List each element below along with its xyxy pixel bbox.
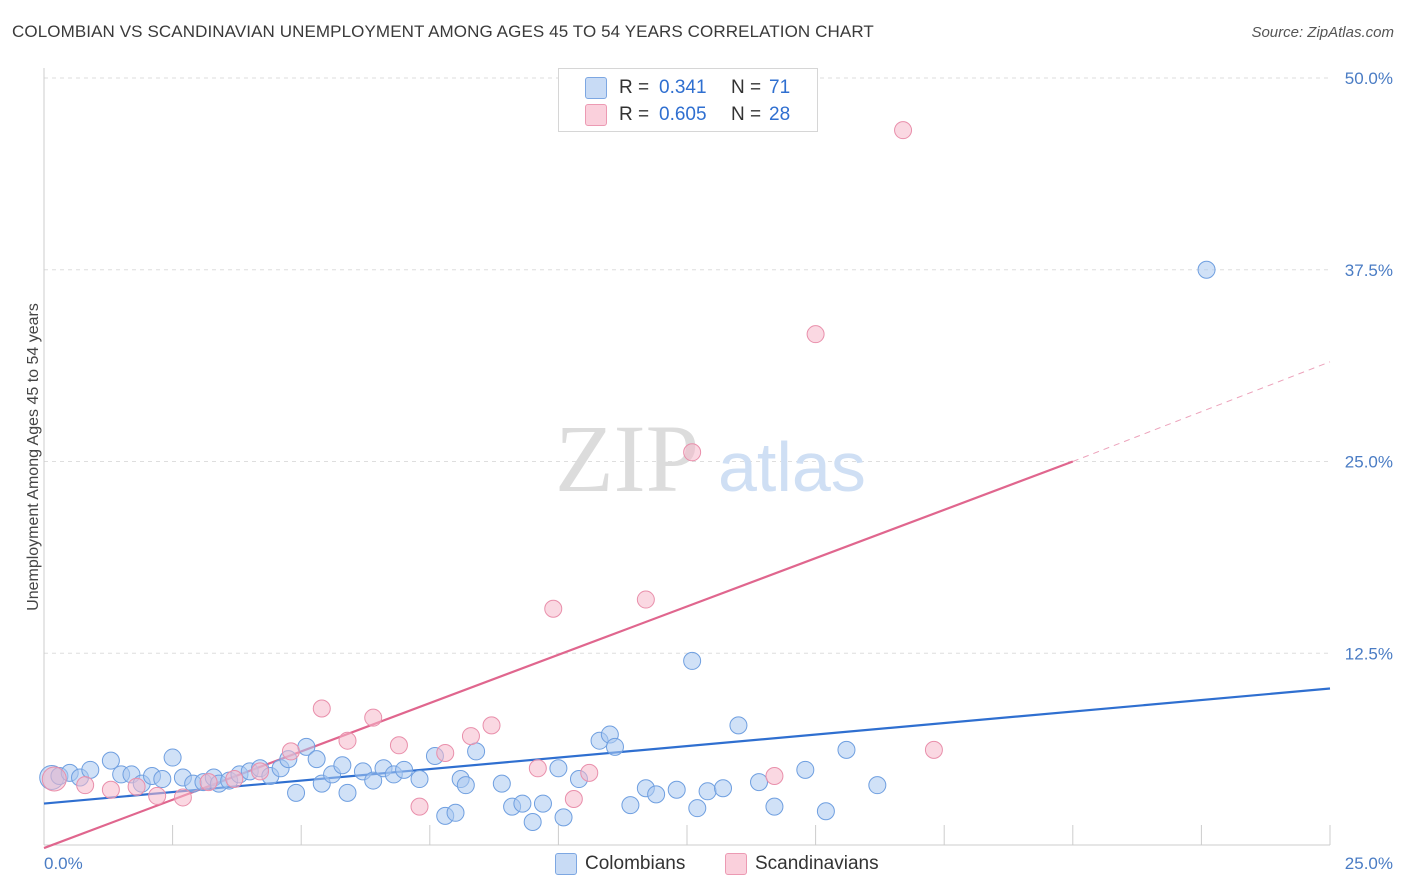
- point-colombians: [287, 783, 306, 802]
- legend-n-value-scandinavians: 28: [769, 104, 791, 125]
- point-scandinavians: [251, 762, 270, 781]
- point-scandinavians: [528, 759, 547, 778]
- point-scandinavians: [564, 789, 583, 808]
- point-scandinavians: [683, 443, 702, 462]
- point-colombians: [456, 776, 475, 795]
- y-tick-label: 25.0%: [1345, 453, 1393, 472]
- point-colombians: [698, 782, 717, 801]
- legend-n-label: N =: [731, 77, 762, 98]
- bottom-legend-label-colombians: Colombians: [585, 853, 686, 874]
- point-colombians: [554, 808, 573, 827]
- point-colombians: [647, 785, 666, 804]
- point-colombians: [605, 737, 624, 756]
- point-colombians: [492, 774, 511, 793]
- legend-r-value-scandinavians: 0.605: [659, 104, 707, 125]
- point-colombians: [750, 773, 769, 792]
- axes: [43, 68, 1331, 846]
- watermark: ZIP atlas: [555, 405, 866, 512]
- point-colombians: [153, 770, 172, 789]
- legend-swatch-scandinavians: [585, 104, 607, 126]
- watermark-atlas: atlas: [718, 428, 866, 506]
- legend-r-label: R =: [619, 77, 650, 98]
- point-colombians: [333, 756, 352, 775]
- point-scandinavians: [148, 786, 167, 805]
- point-scandinavians: [281, 742, 300, 761]
- point-colombians: [163, 748, 182, 767]
- point-scandinavians: [482, 716, 501, 735]
- point-colombians: [467, 742, 486, 761]
- x-tick-labels: 0.0% 25.0%: [44, 854, 1393, 873]
- point-scandinavians: [924, 740, 943, 759]
- y-tick-labels: 12.5% 25.0% 37.5% 50.0%: [1345, 69, 1393, 663]
- legend-r-value-colombians: 0.341: [659, 77, 707, 98]
- point-scandinavians: [765, 766, 784, 785]
- y-tick-label: 12.5%: [1345, 644, 1393, 663]
- point-scandinavians: [580, 763, 599, 782]
- point-scandinavians: [364, 708, 383, 727]
- legend-n-label: N =: [731, 104, 762, 125]
- point-scandinavians: [461, 727, 480, 746]
- point-scandinavians: [173, 788, 192, 807]
- point-colombians: [81, 760, 100, 779]
- point-colombians: [1197, 260, 1216, 279]
- grid-lines: [44, 77, 1330, 654]
- point-colombians: [410, 770, 429, 789]
- point-colombians: [714, 779, 733, 798]
- point-scandinavians: [76, 776, 95, 795]
- point-scandinavians: [41, 766, 67, 792]
- point-colombians: [729, 716, 748, 735]
- point-colombians: [816, 802, 835, 821]
- bottom-legend-label-scandinavians: Scandinavians: [755, 853, 879, 874]
- legend-swatch-colombians: [585, 77, 607, 99]
- point-scandinavians: [101, 780, 120, 799]
- point-scandinavians: [389, 736, 408, 755]
- point-colombians: [765, 797, 784, 816]
- point-colombians: [683, 651, 702, 670]
- point-colombians: [446, 803, 465, 822]
- x-tick-label: 0.0%: [44, 854, 83, 873]
- point-colombians: [796, 760, 815, 779]
- point-colombians: [688, 799, 707, 818]
- x-tick-label: 25.0%: [1345, 854, 1393, 873]
- point-colombians: [364, 771, 383, 790]
- point-colombians: [395, 760, 414, 779]
- point-colombians: [621, 796, 640, 815]
- watermark-zip: ZIP: [555, 405, 699, 512]
- point-colombians: [513, 794, 532, 813]
- point-colombians: [837, 740, 856, 759]
- point-colombians: [307, 750, 326, 769]
- point-scandinavians: [410, 797, 429, 816]
- y-axis-label: Unemployment Among Ages 45 to 54 years: [25, 303, 42, 611]
- stats-legend: R = 0.341 N = 71 R = 0.605 N = 28: [558, 68, 818, 132]
- point-scandinavians: [806, 325, 825, 344]
- trend-line-colombians: [43, 687, 1331, 805]
- point-scandinavians: [544, 599, 563, 618]
- point-scandinavians: [636, 590, 655, 609]
- point-scandinavians: [894, 121, 913, 140]
- legend-r-label: R =: [619, 104, 650, 125]
- y-tick-label: 37.5%: [1345, 261, 1393, 280]
- chart-title: COLOMBIAN VS SCANDINAVIAN UNEMPLOYMENT A…: [12, 22, 874, 41]
- point-scandinavians: [225, 770, 244, 789]
- source-credit: Source: ZipAtlas.com: [1251, 24, 1394, 41]
- point-colombians: [667, 780, 686, 799]
- point-colombians: [338, 783, 357, 802]
- trend-line-extension-scandinavians: [1072, 361, 1331, 462]
- point-scandinavians: [199, 773, 218, 792]
- data-points: [39, 121, 1216, 831]
- point-colombians: [101, 751, 120, 770]
- point-colombians: [533, 794, 552, 813]
- point-scandinavians: [312, 699, 331, 718]
- legend-n-value-colombians: 71: [769, 77, 791, 98]
- point-scandinavians: [436, 743, 455, 762]
- point-scandinavians: [127, 777, 146, 796]
- y-tick-label: 50.0%: [1345, 69, 1393, 88]
- point-scandinavians: [338, 731, 357, 750]
- bottom-legend-swatch-colombians: [555, 853, 577, 875]
- point-colombians: [868, 776, 887, 795]
- point-colombians: [549, 759, 568, 778]
- point-colombians: [523, 812, 542, 831]
- bottom-legend-swatch-scandinavians: [725, 853, 747, 875]
